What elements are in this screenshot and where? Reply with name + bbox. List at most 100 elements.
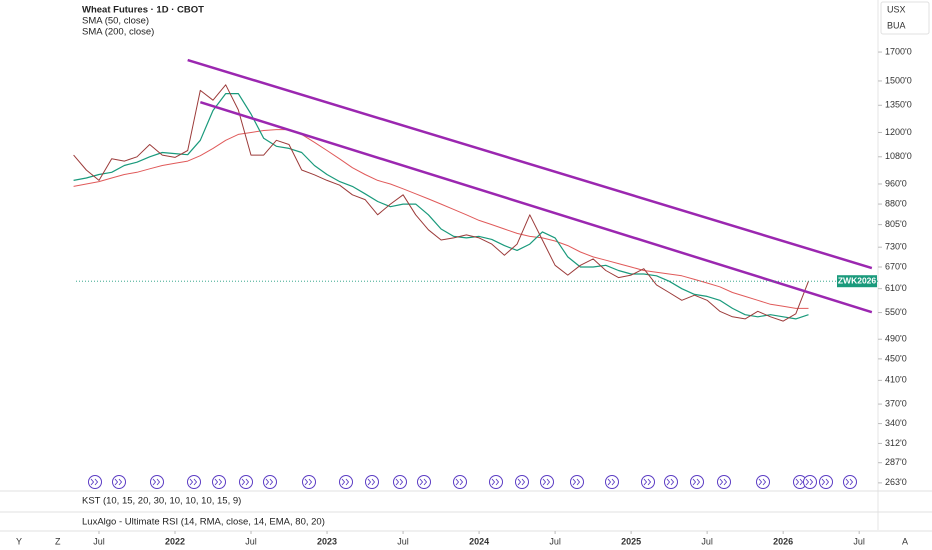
y-tick-label: 1500'0 — [885, 75, 912, 85]
y-tick-label: 1700'0 — [885, 46, 912, 56]
corner-label[interactable]: Z — [55, 536, 61, 546]
price-tag: ZWK2026 — [838, 275, 877, 285]
event-icon-glyph — [491, 478, 500, 486]
event-icon — [417, 475, 431, 489]
y-tick-label: 1080'0 — [885, 151, 912, 161]
event-icon — [843, 475, 857, 489]
corner-label[interactable]: Y — [16, 536, 22, 546]
y-tick-label: 263'0 — [885, 477, 907, 487]
currency-button[interactable]: BUA — [887, 20, 906, 30]
event-icon-glyph — [304, 478, 313, 486]
y-tick-label: 370'0 — [885, 398, 907, 408]
event-icon-glyph — [542, 478, 551, 486]
event-icon — [150, 475, 164, 489]
y-tick-label: 670'0 — [885, 261, 907, 271]
event-icon — [112, 475, 126, 489]
x-tick-label: Jul — [245, 536, 257, 546]
corner-label[interactable]: A — [902, 536, 908, 546]
indicator-label: SMA (200, close) — [82, 27, 154, 38]
event-icon — [690, 475, 704, 489]
event-icon — [239, 475, 253, 489]
event-icon-glyph — [805, 478, 814, 486]
event-icon-glyph — [692, 478, 701, 486]
pane-label: KST (10, 15, 20, 30, 10, 10, 10, 15, 9) — [82, 496, 241, 507]
event-icon-glyph — [758, 478, 767, 486]
y-tick-label: 312'0 — [885, 438, 907, 448]
event-icon-glyph — [114, 478, 123, 486]
price-tag-box — [837, 275, 877, 288]
x-tick-label: Jul — [549, 536, 561, 546]
event-icon-glyph — [795, 478, 804, 486]
event-icon-glyph — [666, 478, 675, 486]
y-tick-label: 550'0 — [885, 307, 907, 317]
event-icon — [570, 475, 584, 489]
y-tick-label: 880'0 — [885, 198, 907, 208]
event-icon — [187, 475, 201, 489]
event-icon — [393, 475, 407, 489]
event-icon — [540, 475, 554, 489]
y-tick-label: 1350'0 — [885, 100, 912, 110]
trendline — [199, 101, 873, 314]
currency-box — [880, 1, 930, 35]
y-tick-label: 410'0 — [885, 375, 907, 385]
event-icon — [88, 475, 102, 489]
event-icon — [212, 475, 226, 489]
event-icon — [641, 475, 655, 489]
x-tick-label: Jul — [701, 536, 713, 546]
currency-button[interactable]: USX — [887, 4, 906, 14]
event-icon-glyph — [719, 478, 728, 486]
y-tick-label: 450'0 — [885, 353, 907, 363]
event-icon — [664, 475, 678, 489]
event-icon — [489, 475, 503, 489]
event-icon-glyph — [419, 478, 428, 486]
event-icon — [605, 475, 619, 489]
series-line — [73, 93, 809, 320]
event-icon-glyph — [367, 478, 376, 486]
trendline — [187, 58, 873, 270]
y-tick-label: 287'0 — [885, 457, 907, 467]
event-icon — [453, 475, 467, 489]
event-icon-glyph — [189, 478, 198, 486]
x-tick-label: 2022 — [165, 536, 185, 546]
indicator-label: SMA (50, close) — [82, 16, 149, 27]
event-icon — [515, 475, 529, 489]
event-icon — [339, 475, 353, 489]
event-icon — [365, 475, 379, 489]
event-icon-glyph — [152, 478, 161, 486]
event-icon-glyph — [455, 478, 464, 486]
event-icon-glyph — [821, 478, 830, 486]
x-tick-label: Jul — [93, 536, 105, 546]
x-tick-label: Jul — [397, 536, 409, 546]
event-icon-glyph — [241, 478, 250, 486]
y-tick-label: 805'0 — [885, 219, 907, 229]
event-icon — [302, 475, 316, 489]
event-icon-glyph — [643, 478, 652, 486]
y-tick-label: 1200'0 — [885, 127, 912, 137]
event-icon-glyph — [845, 478, 854, 486]
event-icon-glyph — [517, 478, 526, 486]
y-tick-label: 730'0 — [885, 242, 907, 252]
pane-label: LuxAlgo - Ultimate RSI (14, RMA, close, … — [82, 517, 325, 528]
event-icon-glyph — [607, 478, 616, 486]
x-tick-label: 2025 — [621, 536, 641, 546]
event-icon-glyph — [90, 478, 99, 486]
chart-title: Wheat Futures · 1D · CBOT — [82, 5, 204, 16]
series-line — [73, 129, 809, 309]
x-tick-label: Jul — [853, 536, 865, 546]
event-icon — [756, 475, 770, 489]
event-icon — [819, 475, 833, 489]
series-line — [73, 84, 809, 322]
event-icon-glyph — [341, 478, 350, 486]
x-tick-label: 2024 — [469, 536, 489, 546]
event-icon — [803, 475, 817, 489]
event-icon-glyph — [214, 478, 223, 486]
y-tick-label: 610'0 — [885, 283, 907, 293]
event-icon — [263, 475, 277, 489]
y-tick-label: 340'0 — [885, 418, 907, 428]
event-icon-glyph — [572, 478, 581, 486]
y-tick-label: 960'0 — [885, 178, 907, 188]
y-tick-label: 490'0 — [885, 334, 907, 344]
x-tick-label: 2023 — [317, 536, 337, 546]
